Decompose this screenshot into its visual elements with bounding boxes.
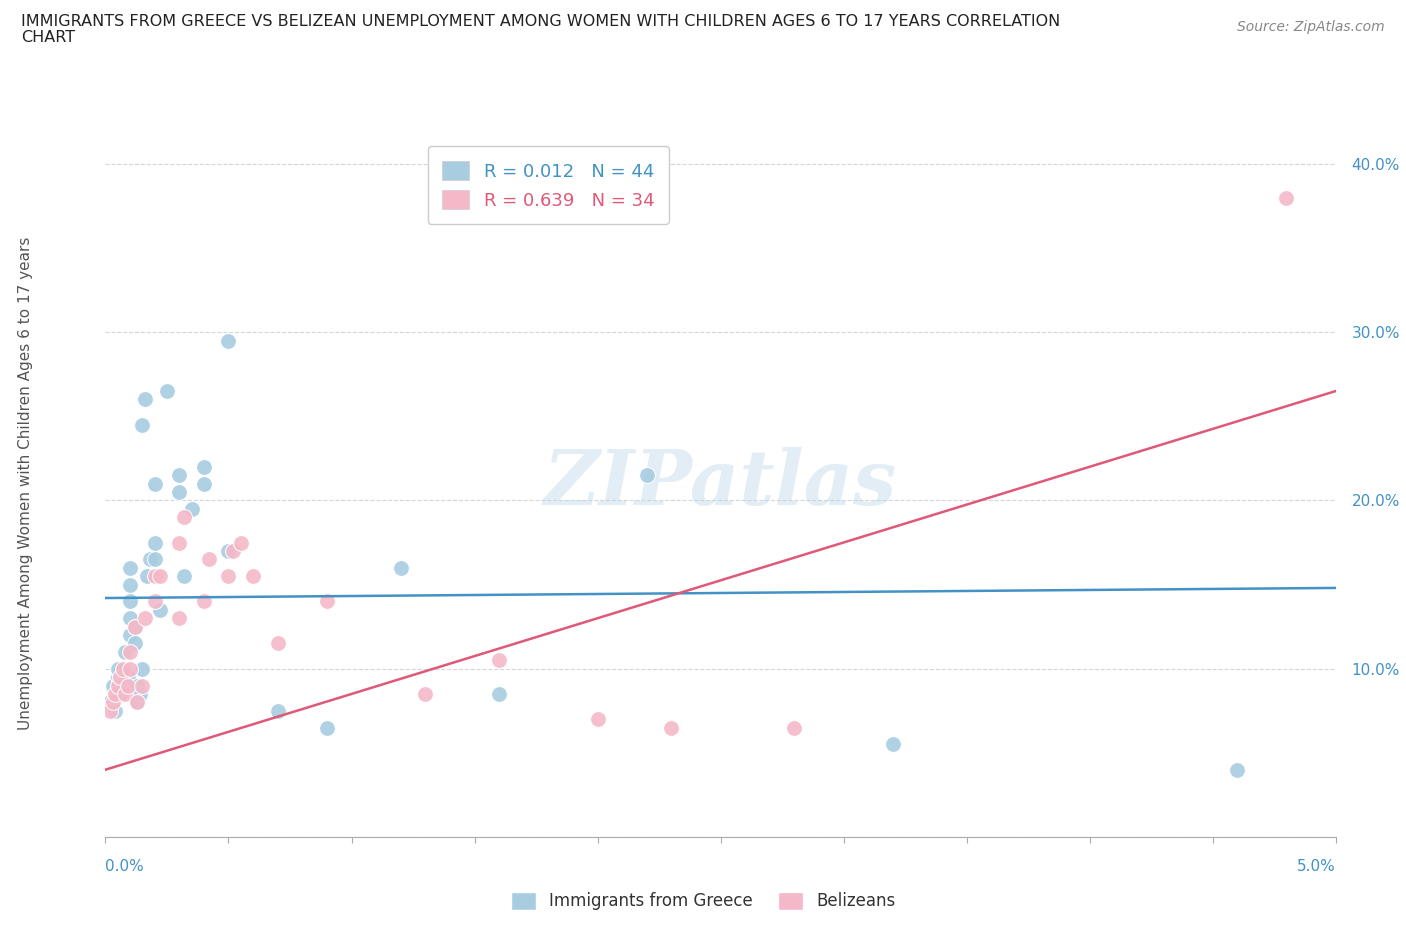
Point: [143, 476, 166, 491]
Point: [149, 569, 172, 584]
Point: [136, 569, 159, 584]
Point: [315, 594, 337, 609]
Text: Unemployment Among Women with Children Ages 6 to 17 years: Unemployment Among Women with Children A…: [18, 237, 32, 730]
Text: ZIPatlas: ZIPatlas: [544, 446, 897, 521]
Point: [173, 510, 195, 525]
Point: [114, 644, 136, 659]
Point: [114, 686, 136, 701]
Point: [117, 678, 139, 693]
Point: [120, 628, 141, 643]
Point: [124, 619, 146, 634]
Point: [117, 670, 139, 684]
Point: [138, 551, 162, 566]
Point: [1226, 763, 1249, 777]
Point: [143, 594, 166, 609]
Point: [143, 569, 166, 584]
Point: [143, 535, 166, 550]
Point: [218, 543, 240, 558]
Point: [169, 485, 191, 499]
Point: [107, 661, 129, 676]
Point: [127, 695, 149, 710]
Point: [120, 611, 141, 626]
Point: [783, 720, 806, 735]
Point: [180, 501, 202, 516]
Point: [267, 636, 290, 651]
Legend: Immigrants from Greece, Belizeans: Immigrants from Greece, Belizeans: [503, 885, 903, 917]
Point: [101, 678, 124, 693]
Point: [193, 594, 215, 609]
Point: [882, 737, 904, 751]
Point: [104, 686, 127, 701]
Point: [218, 333, 240, 348]
Point: [129, 686, 152, 701]
Text: 5.0%: 5.0%: [1296, 859, 1336, 874]
Point: [124, 636, 146, 651]
Point: [229, 535, 252, 550]
Point: [131, 678, 153, 693]
Point: [111, 661, 134, 676]
Point: [98, 703, 122, 718]
Point: [315, 720, 337, 735]
Point: [101, 695, 124, 710]
Point: [661, 720, 683, 735]
Point: [120, 578, 141, 592]
Point: [169, 468, 191, 483]
Point: [120, 560, 141, 575]
Point: [120, 644, 141, 659]
Point: [197, 551, 219, 566]
Point: [131, 418, 153, 432]
Point: [156, 383, 179, 398]
Text: Source: ZipAtlas.com: Source: ZipAtlas.com: [1237, 20, 1385, 34]
Point: [218, 569, 240, 584]
Text: CHART: CHART: [21, 30, 75, 45]
Point: [267, 703, 290, 718]
Point: [222, 543, 245, 558]
Point: [173, 569, 195, 584]
Point: [104, 703, 127, 718]
Point: [134, 392, 156, 407]
Point: [242, 569, 264, 584]
Point: [413, 686, 436, 701]
Point: [111, 678, 134, 693]
Point: [120, 661, 141, 676]
Point: [1275, 190, 1298, 205]
Point: [124, 619, 146, 634]
Point: [127, 678, 149, 693]
Point: [389, 560, 412, 575]
Text: 0.0%: 0.0%: [105, 859, 145, 874]
Point: [488, 653, 510, 668]
Point: [636, 468, 658, 483]
Point: [127, 695, 149, 710]
Legend: R = 0.012   N = 44, R = 0.639   N = 34: R = 0.012 N = 44, R = 0.639 N = 34: [427, 146, 669, 224]
Point: [110, 670, 132, 684]
Point: [169, 611, 191, 626]
Point: [120, 594, 141, 609]
Point: [586, 711, 609, 726]
Point: [193, 476, 215, 491]
Point: [110, 686, 132, 701]
Point: [131, 661, 153, 676]
Text: IMMIGRANTS FROM GREECE VS BELIZEAN UNEMPLOYMENT AMONG WOMEN WITH CHILDREN AGES 6: IMMIGRANTS FROM GREECE VS BELIZEAN UNEMP…: [21, 14, 1060, 29]
Point: [143, 551, 166, 566]
Point: [134, 611, 156, 626]
Point: [169, 535, 191, 550]
Point: [107, 678, 129, 693]
Point: [488, 686, 510, 701]
Point: [98, 695, 122, 710]
Point: [149, 603, 172, 618]
Point: [107, 670, 129, 684]
Point: [193, 459, 215, 474]
